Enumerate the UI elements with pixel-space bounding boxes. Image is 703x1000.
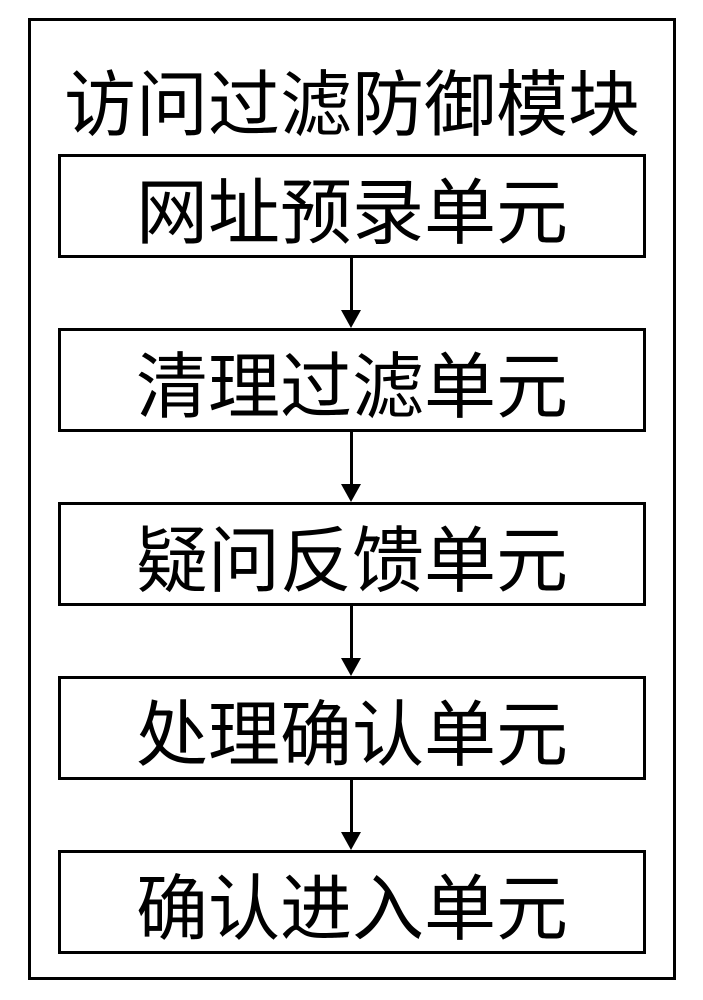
arrow-line (350, 780, 353, 832)
flow-node-label: 疑问反馈单元 (136, 502, 568, 607)
flow-node-n5: 确认进入单元 (58, 850, 646, 954)
flow-node-n1: 网址预录单元 (58, 154, 646, 258)
arrow-line (350, 606, 353, 658)
flow-node-n2: 清理过滤单元 (58, 328, 646, 432)
arrow-head-icon (341, 658, 361, 676)
arrow-head-icon (341, 832, 361, 850)
flow-node-n4: 处理确认单元 (58, 676, 646, 780)
arrow-line (350, 432, 353, 484)
arrow-head-icon (341, 310, 361, 328)
module-title: 访问过滤防御模块 (60, 46, 644, 151)
arrow-line (350, 258, 353, 310)
flow-node-label: 确认进入单元 (136, 850, 568, 955)
flow-node-label: 网址预录单元 (136, 154, 568, 259)
arrow-head-icon (341, 484, 361, 502)
flow-node-label: 处理确认单元 (136, 676, 568, 781)
flow-node-n3: 疑问反馈单元 (58, 502, 646, 606)
flow-node-label: 清理过滤单元 (136, 328, 568, 433)
